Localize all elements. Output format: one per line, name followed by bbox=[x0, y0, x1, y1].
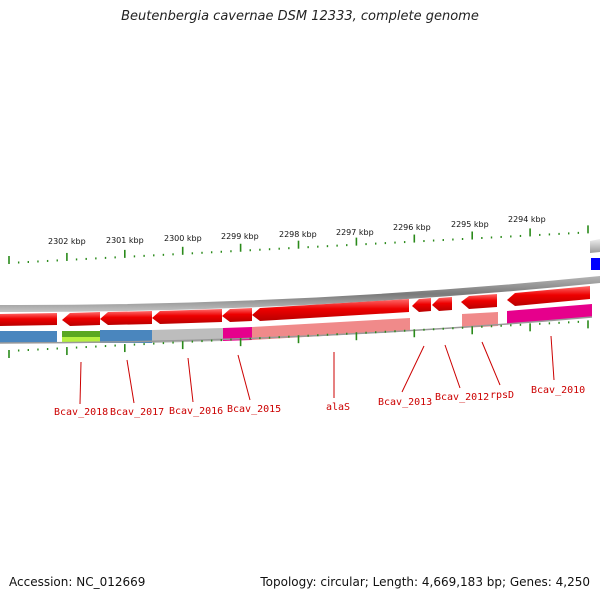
category-block-bcav-2019 bbox=[0, 331, 57, 343]
scale-label-2300: 2300 kbp bbox=[164, 234, 202, 243]
gene-label-bcav-2012[interactable]: Bcav_2012 bbox=[435, 392, 489, 403]
scale-label-2302: 2302 kbp bbox=[48, 237, 86, 246]
scale-ticks-upper bbox=[8, 225, 589, 264]
scale-label-2299: 2299 kbp bbox=[221, 232, 259, 241]
leader-bcav-2015 bbox=[237, 354, 251, 401]
leader-bcav-2012 bbox=[444, 344, 461, 389]
category-block-bcav-2015 bbox=[223, 327, 252, 341]
blue-track-marker bbox=[591, 258, 600, 270]
scale-label-2297: 2297 kbp bbox=[336, 228, 374, 237]
gene-label-leaders bbox=[79, 335, 555, 405]
gene-arrow-bcav-2013[interactable] bbox=[412, 298, 431, 312]
gene-arrow-bcav-2019[interactable] bbox=[0, 313, 57, 326]
leader-bcav-2017 bbox=[126, 359, 135, 404]
genome-title: Beutenbergia cavernae DSM 12333, complet… bbox=[121, 9, 479, 24]
category-block-bcav-2010 bbox=[507, 304, 592, 324]
gene-arrow-rpsd[interactable] bbox=[461, 294, 497, 309]
gene-arrow-bcav-2015[interactable] bbox=[222, 308, 252, 322]
gene-label-bcav-2015[interactable]: Bcav_2015 bbox=[227, 404, 281, 415]
category-block-alas bbox=[252, 318, 410, 340]
gene-labels: Bcav_2018 Bcav_2017 Bcav_2016 Bcav_2015 … bbox=[54, 385, 585, 418]
gene-label-rpsd[interactable]: rpsD bbox=[490, 390, 514, 401]
scale-label-2294: 2294 kbp bbox=[508, 215, 546, 224]
leader-bcav-2013 bbox=[401, 345, 425, 393]
scale-labels: 2302 kbp 2301 kbp 2300 kbp 2299 kbp 2298… bbox=[48, 215, 546, 246]
gene-label-alas[interactable]: alaS bbox=[326, 402, 350, 413]
adjacent-track-fragment bbox=[590, 239, 600, 270]
category-block-bcav-2018-a bbox=[62, 331, 100, 337]
function-category-band bbox=[0, 304, 593, 344]
genome-backbone bbox=[0, 276, 600, 313]
gene-arrow-bcav-2010[interactable] bbox=[507, 286, 590, 306]
gene-label-bcav-2013[interactable]: Bcav_2013 bbox=[378, 397, 432, 408]
leader-bcav-2010 bbox=[550, 335, 555, 381]
scale-label-2301: 2301 kbp bbox=[106, 236, 144, 245]
genome-summary-text: Topology: circular; Length: 4,669,183 bp… bbox=[260, 575, 590, 589]
category-block-bcav-2018-b bbox=[62, 337, 100, 343]
gene-label-bcav-2018[interactable]: Bcav_2018 bbox=[54, 407, 108, 418]
gene-arrow-bcav-2016[interactable] bbox=[152, 309, 222, 324]
scale-label-2295: 2295 kbp bbox=[451, 220, 489, 229]
gene-label-bcav-2017[interactable]: Bcav_2017 bbox=[110, 407, 164, 418]
gene-label-bcav-2016[interactable]: Bcav_2016 bbox=[169, 406, 223, 417]
gene-arrow-bcav-2017[interactable] bbox=[100, 311, 152, 325]
gene-arrow-bcav-2012[interactable] bbox=[432, 297, 452, 311]
category-block-bcav-2017 bbox=[100, 330, 152, 343]
gene-arrow-alas[interactable] bbox=[252, 299, 409, 321]
scale-label-2298: 2298 kbp bbox=[279, 230, 317, 239]
gene-arrow-row bbox=[0, 286, 590, 326]
leader-bcav-2018 bbox=[79, 361, 82, 405]
leader-bcav-2016 bbox=[187, 357, 194, 403]
scale-label-2296: 2296 kbp bbox=[393, 223, 431, 232]
leader-rpsd bbox=[481, 341, 501, 386]
gene-label-bcav-2010[interactable]: Bcav_2010 bbox=[531, 385, 585, 396]
grey-track-fragment bbox=[590, 239, 600, 253]
category-block-rpsd bbox=[462, 312, 498, 328]
gene-arrow-bcav-2018[interactable] bbox=[62, 312, 100, 326]
accession-text: Accession: NC_012669 bbox=[9, 575, 146, 589]
scale-ticks-lower bbox=[8, 320, 589, 358]
